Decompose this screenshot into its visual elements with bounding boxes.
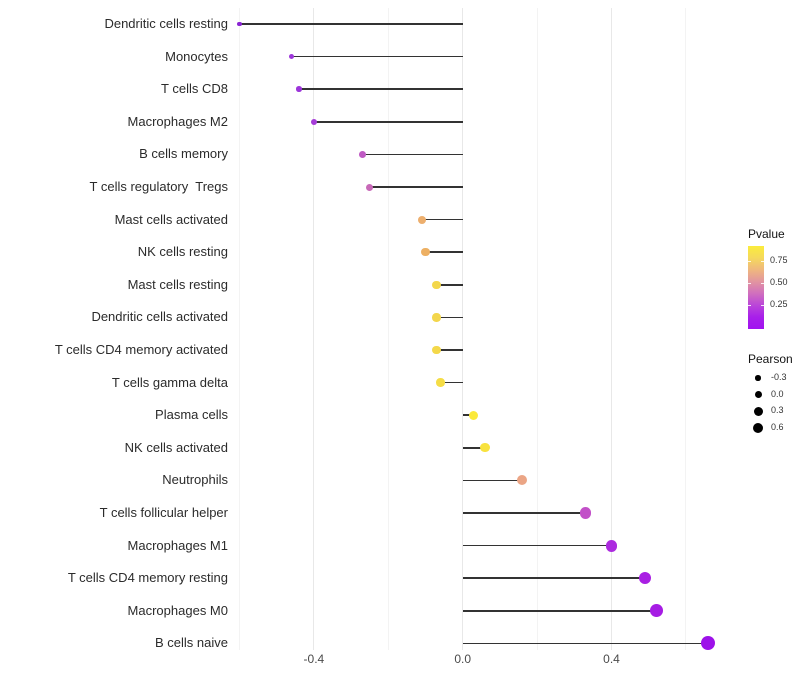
lollipop-dot xyxy=(469,410,479,420)
lollipop-stem xyxy=(462,414,474,416)
lollipop-dot xyxy=(417,215,426,224)
lollipop-stem xyxy=(462,479,523,482)
category-label: Macrophages M1 xyxy=(127,537,228,553)
lollipop-dot xyxy=(649,604,663,618)
x-tick-label: 0.0 xyxy=(454,652,472,666)
gridline xyxy=(462,8,464,650)
lollipop-stem xyxy=(462,610,657,612)
pearson-size-dot xyxy=(753,406,763,416)
pvalue-colorbar xyxy=(748,246,764,329)
pearson-size-dot xyxy=(752,422,764,434)
category-label: NK cells activated xyxy=(124,439,228,455)
pvalue-legend-title: Pvalue xyxy=(748,227,785,241)
category-label: Neutrophils xyxy=(162,472,228,488)
lollipop-stem xyxy=(362,153,463,156)
pvalue-colorbar-tick-label: 0.75 xyxy=(770,254,788,265)
lollipop-stem xyxy=(462,577,645,579)
category-label: B cells naive xyxy=(155,635,228,651)
lollipop-dot xyxy=(421,248,430,257)
category-label: B cells memory xyxy=(139,146,228,162)
lollipop-dot xyxy=(432,280,441,289)
lollipop-stem xyxy=(239,23,463,25)
gridline xyxy=(536,8,538,650)
category-label: T cells CD4 memory resting xyxy=(67,570,228,586)
lollipop-stem xyxy=(462,544,612,547)
pvalue-colorbar-tick-mark xyxy=(748,305,751,306)
lollipop-dot xyxy=(432,313,441,322)
lollipop-stem xyxy=(421,218,463,221)
category-label: T cells CD4 memory activated xyxy=(54,342,228,357)
lollipop-stem xyxy=(369,186,463,188)
pvalue-colorbar-tick-label: 0.50 xyxy=(770,276,788,287)
pearson-legend-title: Pearson xyxy=(748,352,793,366)
lollipop-dot xyxy=(579,507,592,519)
category-label: Mast cells resting xyxy=(127,276,228,292)
lollipop-dot xyxy=(310,118,317,125)
lollipop-stem xyxy=(462,512,586,514)
pearson-size-label: 0.3 xyxy=(771,405,784,416)
pearson-size-dot xyxy=(754,391,762,399)
x-tick-label: 0.4 xyxy=(603,652,620,666)
gridline xyxy=(239,8,240,650)
lollipop-dot xyxy=(432,345,441,355)
category-label: Mast cells activated xyxy=(114,211,228,227)
category-label: T cells CD8 xyxy=(161,81,228,97)
lollipop-stem xyxy=(462,447,485,449)
category-label: Dendritic cells activated xyxy=(91,309,228,325)
gridline xyxy=(313,8,315,650)
lollipop-stem xyxy=(425,251,463,253)
lollipop-dot xyxy=(517,475,528,486)
gridline xyxy=(685,8,687,650)
lollipop-dot xyxy=(605,539,618,552)
pearson-size-label: 0.0 xyxy=(771,388,784,399)
pvalue-colorbar-tick-mark xyxy=(761,305,764,306)
lollipop-stem xyxy=(436,349,463,351)
lollipop-dot xyxy=(436,378,445,387)
pvalue-colorbar-tick-mark xyxy=(761,282,764,284)
lollipop-dot xyxy=(701,636,716,651)
pearson-size-label: 0.6 xyxy=(771,422,784,433)
category-label: Macrophages M0 xyxy=(127,602,228,618)
lollipop-dot xyxy=(480,443,490,453)
category-label: T cells follicular helper xyxy=(99,505,228,520)
pvalue-colorbar-tick-mark xyxy=(761,260,764,262)
lollipop-stem xyxy=(436,316,463,319)
gridline xyxy=(611,8,612,650)
category-label: NK cells resting xyxy=(137,244,228,260)
category-label: Plasma cells xyxy=(155,407,228,423)
pearson-size-dot xyxy=(755,375,761,381)
lollipop-stem xyxy=(299,88,463,90)
pvalue-colorbar-tick-label: 0.25 xyxy=(770,299,788,309)
lollipop-stem xyxy=(313,121,463,123)
pvalue-colorbar-tick-mark xyxy=(748,282,751,284)
category-label: T cells gamma delta xyxy=(111,374,228,390)
pearson-size-label: -0.3 xyxy=(771,372,787,382)
category-label: Macrophages M2 xyxy=(127,113,228,129)
lollipop-dot xyxy=(296,86,302,92)
lollipop-dot xyxy=(366,183,374,191)
category-label: Dendritic cells resting xyxy=(104,16,228,31)
category-label: Monocytes xyxy=(165,48,228,64)
category-label: T cells regulatory Tregs xyxy=(89,179,228,194)
lollipop-dot xyxy=(358,150,366,158)
lollipop-stem xyxy=(440,381,463,384)
lollipop-dot xyxy=(237,21,242,27)
pvalue-colorbar-tick-mark xyxy=(748,260,751,262)
lollipop-dot xyxy=(288,53,295,60)
lollipop-stem xyxy=(436,284,463,286)
lollipop-dot xyxy=(638,571,652,585)
gridline xyxy=(387,8,389,650)
x-tick-label: -0.4 xyxy=(303,652,325,666)
lollipop-stem xyxy=(462,642,709,645)
lollipop-stem xyxy=(291,55,463,58)
